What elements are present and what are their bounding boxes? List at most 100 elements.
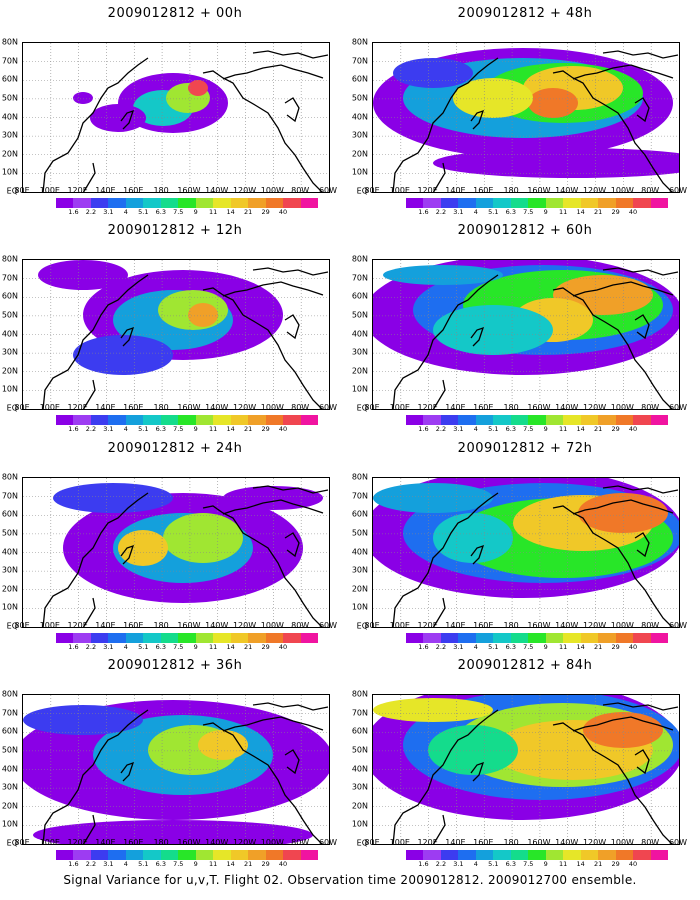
colorbar-swatch xyxy=(475,850,494,860)
lon-tick-label: 60W xyxy=(668,403,688,412)
lat-tick-label: 10N xyxy=(1,167,18,177)
colorbar-tick-label: 14 xyxy=(226,643,235,651)
colorbar-swatch xyxy=(160,850,179,860)
coastline xyxy=(602,702,679,711)
lon-tick-label: 100W xyxy=(260,403,284,412)
colorbar-tick-label: 21 xyxy=(593,643,603,651)
lon-tick-label: 80W xyxy=(641,838,660,847)
lat-tick-label: EQ xyxy=(356,838,368,848)
coastline xyxy=(552,722,673,844)
colorbar-swatch xyxy=(56,198,74,208)
colorbar-swatch xyxy=(56,850,74,860)
lon-tick-label: 180 xyxy=(153,403,169,412)
shaded-contour-region xyxy=(73,92,93,104)
lat-tick-label: 80N xyxy=(351,254,368,264)
colorbar-swatch xyxy=(493,415,511,425)
lon-tick-label: 140E xyxy=(95,403,116,412)
lon-tick-label: 120E xyxy=(67,621,88,630)
lat-tick-label: 30N xyxy=(1,565,18,575)
coastline xyxy=(392,57,499,192)
colorbar-swatch xyxy=(598,850,616,860)
shaded-contour-region xyxy=(53,483,173,513)
colorbar-tick-label: 3.1 xyxy=(453,425,464,433)
map-panel-p36: 2009012812 + 36h 80N 70N 60N 50N 40N 30N 20N 10N… xyxy=(0,652,350,869)
colorbar-swatch xyxy=(230,850,249,860)
colorbar-swatch xyxy=(458,633,476,643)
colorbar-swatch xyxy=(265,415,284,425)
lat-tick-label: EQ xyxy=(6,186,18,196)
colorbar-swatch xyxy=(615,415,634,425)
lon-tick-label: 180 xyxy=(503,621,519,630)
lon-tick-label: 180 xyxy=(153,186,169,195)
lat-tick-label: 30N xyxy=(351,130,368,140)
latitude-labels: 80N 70N 60N 50N 40N 30N 20N 10N EQ xyxy=(0,255,20,413)
colorbar-swatch xyxy=(230,633,249,643)
map-panel-p24: 2009012812 + 24h 80N 70N 60N 50N 40N 30N 20N 10N… xyxy=(0,435,350,652)
map-panel-p00: 2009012812 + 00h 80N 70N 60N 50N 40N 30N 20N 10N… xyxy=(0,0,350,217)
lat-tick-label: 30N xyxy=(1,347,18,357)
coastline xyxy=(82,814,96,844)
lat-tick-label: 30N xyxy=(351,782,368,792)
coastline xyxy=(120,109,135,130)
colorbar-swatch xyxy=(545,415,564,425)
lon-tick-label: 120E xyxy=(67,403,88,412)
colorbar-swatch xyxy=(265,850,284,860)
colorbar-swatch xyxy=(598,198,616,208)
map-panel-p72: 2009012812 + 72h 80N 70N 60N 50N 40N 30N 20N 10N… xyxy=(350,435,700,652)
colorbar-tick-label: 1.6 xyxy=(68,643,79,651)
lat-tick-label: 20N xyxy=(1,366,18,376)
longitude-labels: 80E 100E 120E 140E 160E 180 160W 140W 120W 100W 80… xyxy=(364,403,687,413)
lat-tick-label: 10N xyxy=(351,167,368,177)
colorbar-swatch xyxy=(248,633,266,643)
colorbar-tick-label: 29 xyxy=(261,860,270,868)
lon-tick-label: 140E xyxy=(445,403,466,412)
lat-tick-label: 10N xyxy=(1,602,18,612)
map-panel-p48: 2009012812 + 48h 80N 70N 60N 50N 40N 30N 20N 10N… xyxy=(350,0,700,217)
lon-tick-label: 100E xyxy=(39,186,60,195)
coastline xyxy=(42,492,149,627)
lon-tick-label: 60W xyxy=(668,621,688,630)
lon-tick-label: 160E xyxy=(123,403,144,412)
colorbar-tick-label: 9 xyxy=(543,643,548,651)
colorbar-swatch xyxy=(195,415,214,425)
latitude-labels: 80N 70N 60N 50N 40N 30N 20N 10N EQ xyxy=(350,255,370,413)
colorbar-swatch xyxy=(213,415,231,425)
shaded-contour-region xyxy=(583,712,663,748)
contour-field xyxy=(373,43,679,192)
lon-tick-label: 100E xyxy=(39,621,60,630)
coastline xyxy=(432,379,446,409)
colorbar-tick-label: 29 xyxy=(611,425,620,433)
shaded-contour-region xyxy=(188,80,208,96)
coastline xyxy=(284,314,300,340)
colorbar-tick-label: 5.1 xyxy=(138,643,149,651)
lon-tick-label: 80W xyxy=(641,621,660,630)
colorbar-tick-label: 4 xyxy=(473,643,478,651)
coastline xyxy=(432,162,446,192)
colorbar-swatch xyxy=(143,415,161,425)
colorbar-swatch xyxy=(598,415,616,425)
lon-tick-label: 140E xyxy=(445,621,466,630)
lon-tick-label: 80E xyxy=(364,838,380,847)
colorbar-tick-label: 40 xyxy=(278,425,288,433)
shaded-contour-region xyxy=(38,260,128,290)
colorbar-swatch xyxy=(615,198,634,208)
colorbar-swatch xyxy=(283,850,301,860)
colorbar-swatch xyxy=(440,198,459,208)
map-area xyxy=(22,42,330,193)
colorbar-swatch xyxy=(248,850,266,860)
colorbar-tick-label: 11 xyxy=(209,643,218,651)
colorbar-tick-label: 5.1 xyxy=(138,208,149,216)
lon-tick-label: 120W xyxy=(232,186,257,195)
colorbar-tick-label: 3.1 xyxy=(103,208,114,216)
colorbar-swatch xyxy=(406,415,424,425)
colorbar-tick-label: 3.1 xyxy=(453,860,464,868)
lon-tick-label: 140W xyxy=(555,838,579,847)
colorbar-labels: 1.6 2.2 3.1 4 5.1 6.3 7.5 9 11 14 21 29 40 xyxy=(56,860,318,869)
colorbar-swatch xyxy=(178,633,196,643)
colorbar-tick-label: 21 xyxy=(243,208,253,216)
colorbar-tick-label: 9 xyxy=(193,643,198,651)
colorbar xyxy=(406,198,669,208)
colorbar-swatch xyxy=(90,850,109,860)
longitude-labels: 80E 100E 120E 140E 160E 180 160W 140W 120W 100W 80… xyxy=(364,186,687,196)
lon-tick-label: 160E xyxy=(473,838,494,847)
